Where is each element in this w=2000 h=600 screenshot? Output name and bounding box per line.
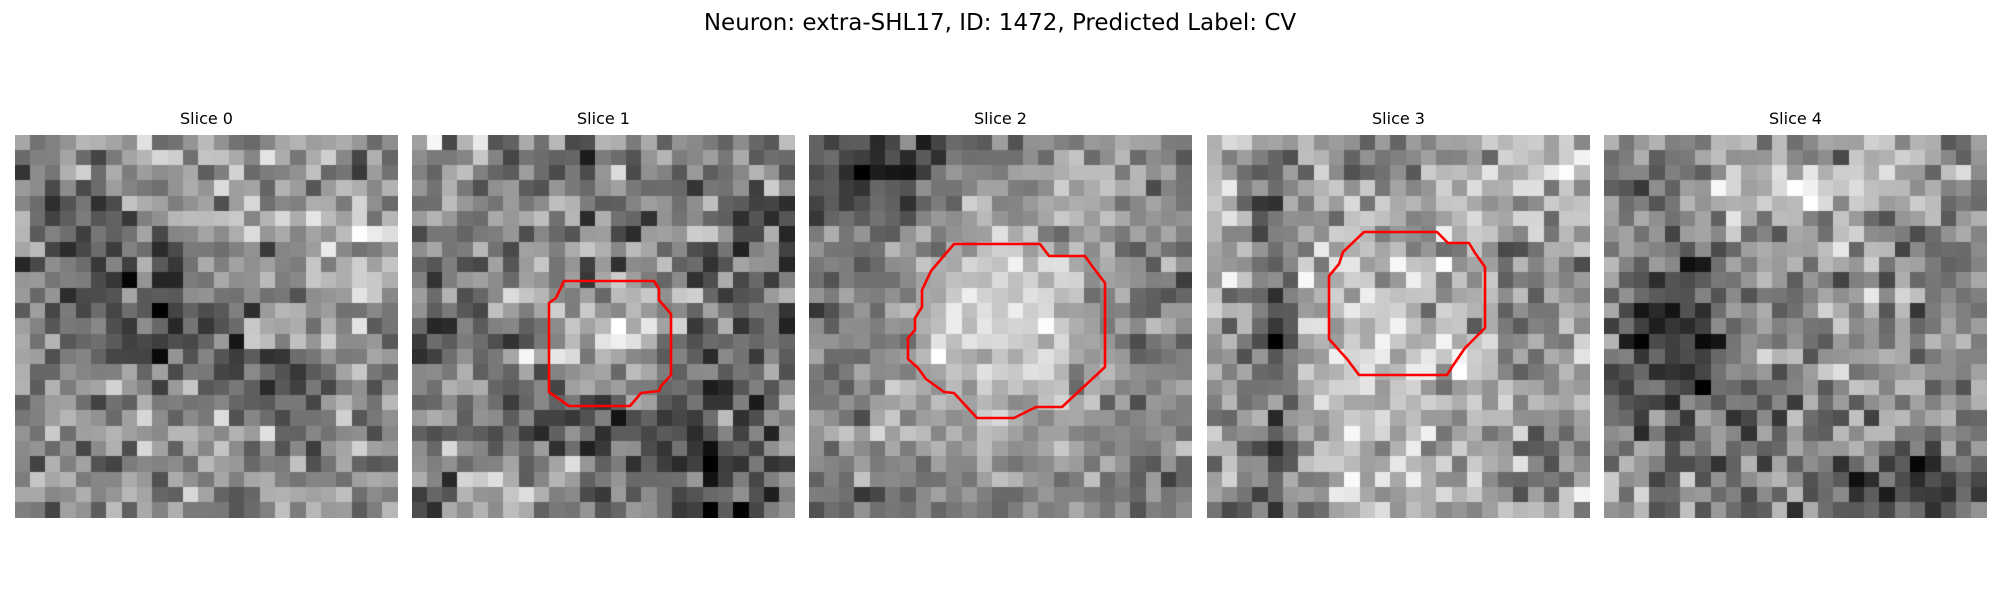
slice-2-cell-contour [906, 242, 1107, 420]
slice-0-image [15, 135, 398, 518]
slice-3-title: Slice 3 [1372, 109, 1425, 128]
slice-3-heatmap [1207, 135, 1590, 518]
slice-panel-0: Slice 0 [15, 108, 398, 518]
slice-4-image [1604, 135, 1987, 518]
slice-panel-2: Slice 2 [809, 108, 1192, 518]
slice-2-heatmap [809, 135, 1192, 518]
slice-panel-1: Slice 1 [412, 108, 795, 518]
slice-1-contour-overlay [547, 279, 673, 408]
slice-4-heatmap [1604, 135, 1987, 518]
slice-3-cell-contour [1327, 230, 1487, 377]
slice-2-contour-overlay [906, 242, 1107, 420]
slice-panel-3: Slice 3 [1207, 108, 1590, 518]
slice-1-image [412, 135, 795, 518]
slice-1-heatmap [412, 135, 795, 518]
slice-0-title: Slice 0 [180, 109, 233, 128]
figure-title: Neuron: extra-SHL17, ID: 1472, Predicted… [703, 10, 1297, 36]
slice-2-title: Slice 2 [974, 109, 1027, 128]
slice-4-title: Slice 4 [1769, 109, 1822, 128]
slice-0-heatmap [15, 135, 398, 518]
slice-3-image [1207, 135, 1590, 518]
slice-1-cell-contour [547, 279, 673, 408]
slice-panel-4: Slice 4 [1604, 108, 1987, 518]
slice-3-contour-overlay [1327, 230, 1487, 377]
slice-1-title: Slice 1 [577, 109, 630, 128]
slice-2-image [809, 135, 1192, 518]
